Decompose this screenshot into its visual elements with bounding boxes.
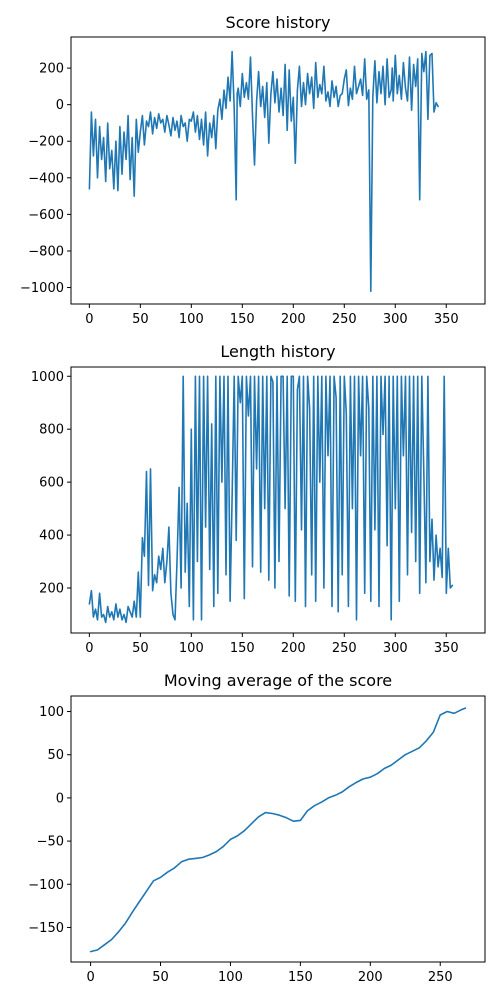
x-tick-label: 250 [332, 312, 357, 327]
plot-area-frame [70, 36, 486, 305]
x-tick-label: 0 [85, 312, 93, 327]
y-tick-label: 0 [56, 791, 64, 806]
x-tick-label: 200 [281, 641, 306, 656]
y-tick-label: −100 [28, 878, 64, 893]
x-tick-label: 150 [230, 312, 255, 327]
y-tick-label: −200 [28, 135, 64, 150]
y-tick-label: −800 [28, 244, 64, 259]
chart-title: Length history [220, 342, 335, 361]
x-tick-label: 0 [86, 970, 94, 985]
y-tick-label: 600 [39, 476, 64, 491]
x-tick-label: 100 [218, 970, 243, 985]
x-tick-label: 50 [152, 970, 169, 985]
y-axis: 200 0 −200 −400 −600 −800 −1000 [20, 62, 71, 296]
chart-title: Score history [226, 13, 331, 32]
y-tick-label: 0 [56, 98, 64, 113]
y-tick-label: 400 [39, 529, 64, 544]
series-line [88, 375, 454, 624]
y-axis: 100 50 0 −50 −100 −150 [28, 705, 71, 936]
x-tick-label: 250 [332, 641, 357, 656]
chart-length-history: Length history 1000 800 600 400 200 0 50 100 15… [31, 342, 486, 656]
y-tick-label: 50 [47, 748, 64, 763]
x-tick-label: 50 [132, 641, 149, 656]
chart-title: Moving average of the score [164, 671, 392, 690]
plot-area-frame [70, 366, 486, 634]
y-tick-label: 1000 [31, 370, 64, 385]
x-tick-label: 150 [288, 970, 313, 985]
x-tick-label: 100 [179, 312, 204, 327]
x-tick-label: 50 [132, 312, 149, 327]
x-axis: 0 50 100 150 200 250 300 350 [85, 304, 459, 327]
x-tick-label: 150 [230, 641, 255, 656]
y-tick-label: −50 [37, 835, 64, 850]
x-tick-label: 350 [434, 312, 459, 327]
x-axis: 0 50 100 150 200 250 300 350 [85, 633, 459, 656]
y-tick-label: 800 [39, 423, 64, 438]
x-tick-label: 100 [179, 641, 204, 656]
x-tick-label: 300 [383, 641, 408, 656]
y-tick-label: 100 [39, 705, 64, 720]
y-axis: 1000 800 600 400 200 [31, 370, 71, 597]
y-tick-label: −600 [28, 208, 64, 223]
y-tick-label: −400 [28, 171, 64, 186]
y-tick-label: 200 [39, 62, 64, 77]
x-axis: 0 50 100 150 200 250 [86, 962, 453, 985]
y-tick-label: 200 [39, 582, 64, 597]
series-line [88, 50, 439, 292]
x-tick-label: 350 [434, 641, 459, 656]
x-tick-label: 0 [85, 641, 93, 656]
x-tick-label: 200 [281, 312, 306, 327]
chart-moving-average: Moving average of the score 100 50 0 −50 −10… [28, 671, 486, 985]
plot-area-frame [70, 695, 486, 963]
x-tick-label: 200 [358, 970, 383, 985]
x-tick-label: 250 [428, 970, 453, 985]
series-line [89, 707, 467, 953]
x-tick-label: 300 [383, 312, 408, 327]
y-tick-label: −150 [28, 921, 64, 936]
chart-score-history: Score history 2000−200−400−600−800−1000 … [20, 13, 486, 327]
y-tick-label: −1000 [20, 281, 64, 296]
